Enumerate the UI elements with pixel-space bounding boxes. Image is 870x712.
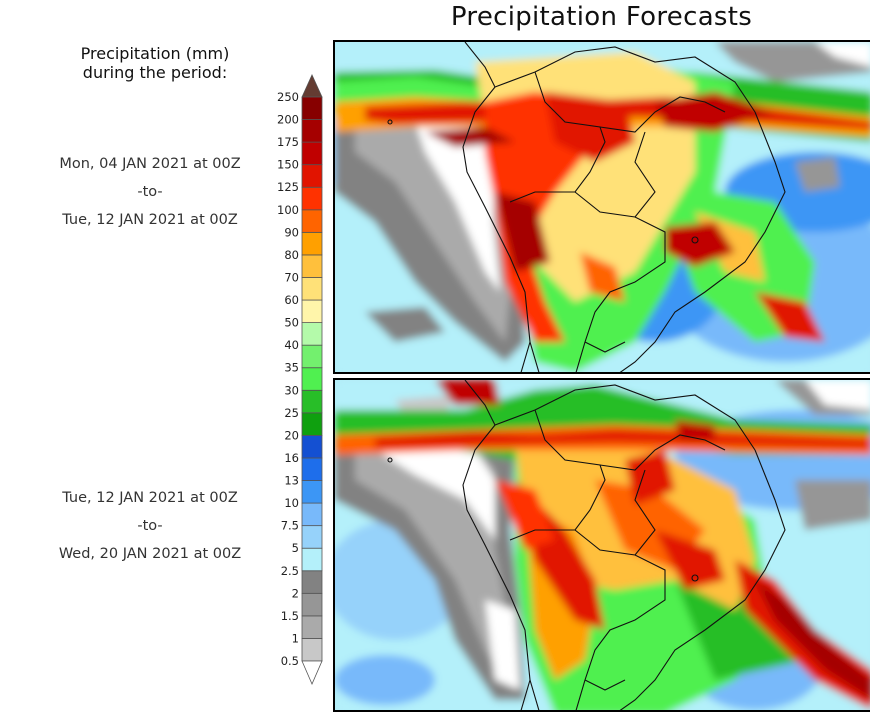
colorbar-segment	[301, 457, 323, 481]
precipitation-field	[335, 380, 870, 710]
precipitation-field	[335, 42, 870, 372]
colorbar-tick-label: 40	[284, 338, 299, 352]
colorbar-tick-label: 100	[277, 203, 299, 217]
colorbar-tick-label: 2	[292, 586, 299, 600]
colorbar-tick-label: 70	[284, 270, 299, 284]
colorbar-segment	[301, 638, 323, 662]
period-1-end: Tue, 12 JAN 2021 at 00Z	[62, 212, 238, 228]
page-title: Precipitation Forecasts	[450, 2, 753, 32]
colorbar-segment	[301, 231, 323, 256]
colorbar-tick-label: 80	[284, 248, 299, 262]
colorbar-segment	[301, 480, 323, 504]
colorbar-segment	[301, 141, 323, 166]
legend-title-line2: during the period:	[82, 63, 228, 82]
colorbar-under-triangle	[301, 660, 323, 686]
colorbar-segment	[301, 525, 323, 549]
colorbar-segment	[301, 344, 323, 369]
colorbar-over-triangle	[301, 74, 323, 98]
colorbar-tick-label: 125	[277, 180, 299, 194]
colorbar-tick-label: 10	[284, 496, 299, 510]
colorbar-tick-label: 13	[284, 474, 299, 488]
period-2-separator: -to-	[137, 518, 163, 534]
colorbar-segment	[301, 164, 323, 188]
precipitation-colorbar: 0.5 1 1.5 2 2.5 5 7.5 10 13 16 20 25 30 35 40 50 60 70 80 9…	[277, 74, 323, 686]
coastline-outlines	[387, 380, 786, 710]
legend-title: Precipitation (mm) during the period:	[30, 44, 280, 82]
colorbar-tick-label: 30	[284, 383, 299, 397]
period-1-separator: -to-	[137, 184, 163, 200]
colorbar-segment	[301, 389, 323, 414]
colorbar-tick-label: 90	[284, 225, 299, 239]
colorbar-tick-label: 150	[277, 158, 299, 172]
forecast-map-period-1	[333, 40, 870, 374]
colorbar-tick-label: 20	[284, 428, 299, 442]
colorbar-segment	[301, 254, 323, 278]
colorbar-tick-label: 50	[284, 316, 299, 330]
colorbar-segment	[301, 547, 323, 572]
colorbar-tick-label: 7.5	[281, 519, 299, 533]
period-2-end: Wed, 20 JAN 2021 at 00Z	[58, 546, 242, 562]
colorbar-tick-label: 5	[292, 541, 299, 555]
colorbar-tick-label: 60	[284, 293, 299, 307]
colorbar-segment	[301, 322, 323, 346]
colorbar-tick-label: 250	[277, 90, 299, 104]
colorbar-tick-label: 1	[292, 631, 299, 645]
period-2-label: Tue, 12 JAN 2021 at 00Z -to- Wed, 20 JAN…	[30, 484, 270, 568]
colorbar-tick-label: 35	[284, 361, 299, 375]
colorbar-segment	[301, 592, 323, 617]
coastline-outlines	[387, 42, 786, 372]
colorbar-segment	[301, 209, 323, 233]
colorbar-tick-label: 16	[284, 451, 299, 465]
colorbar-tick-label: 2.5	[281, 564, 299, 578]
colorbar-tick-label: 200	[277, 113, 299, 127]
legend-title-line1: Precipitation (mm)	[80, 44, 230, 63]
colorbar-segment	[301, 277, 323, 301]
colorbar-segment	[301, 186, 323, 211]
colorbar-segment	[301, 96, 323, 120]
colorbar-segment	[301, 367, 323, 391]
colorbar-segment	[301, 119, 323, 143]
colorbar-segment	[301, 615, 323, 639]
period-2-start: Tue, 12 JAN 2021 at 00Z	[62, 490, 238, 506]
period-1-start: Mon, 04 JAN 2021 at 00Z	[59, 156, 241, 172]
colorbar-segment	[301, 570, 323, 594]
colorbar-segment	[301, 412, 323, 436]
colorbar-segment	[301, 299, 323, 323]
forecast-map-period-2	[333, 378, 870, 712]
colorbar-tick-label: 0.5	[281, 654, 299, 668]
colorbar-segment	[301, 434, 323, 459]
colorbar-segment	[301, 502, 323, 527]
colorbar-tick-label: 175	[277, 135, 299, 149]
colorbar-tick-label: 25	[284, 406, 299, 420]
period-1-label: Mon, 04 JAN 2021 at 00Z -to- Tue, 12 JAN…	[30, 150, 270, 234]
colorbar-tick-label: 1.5	[281, 609, 299, 623]
